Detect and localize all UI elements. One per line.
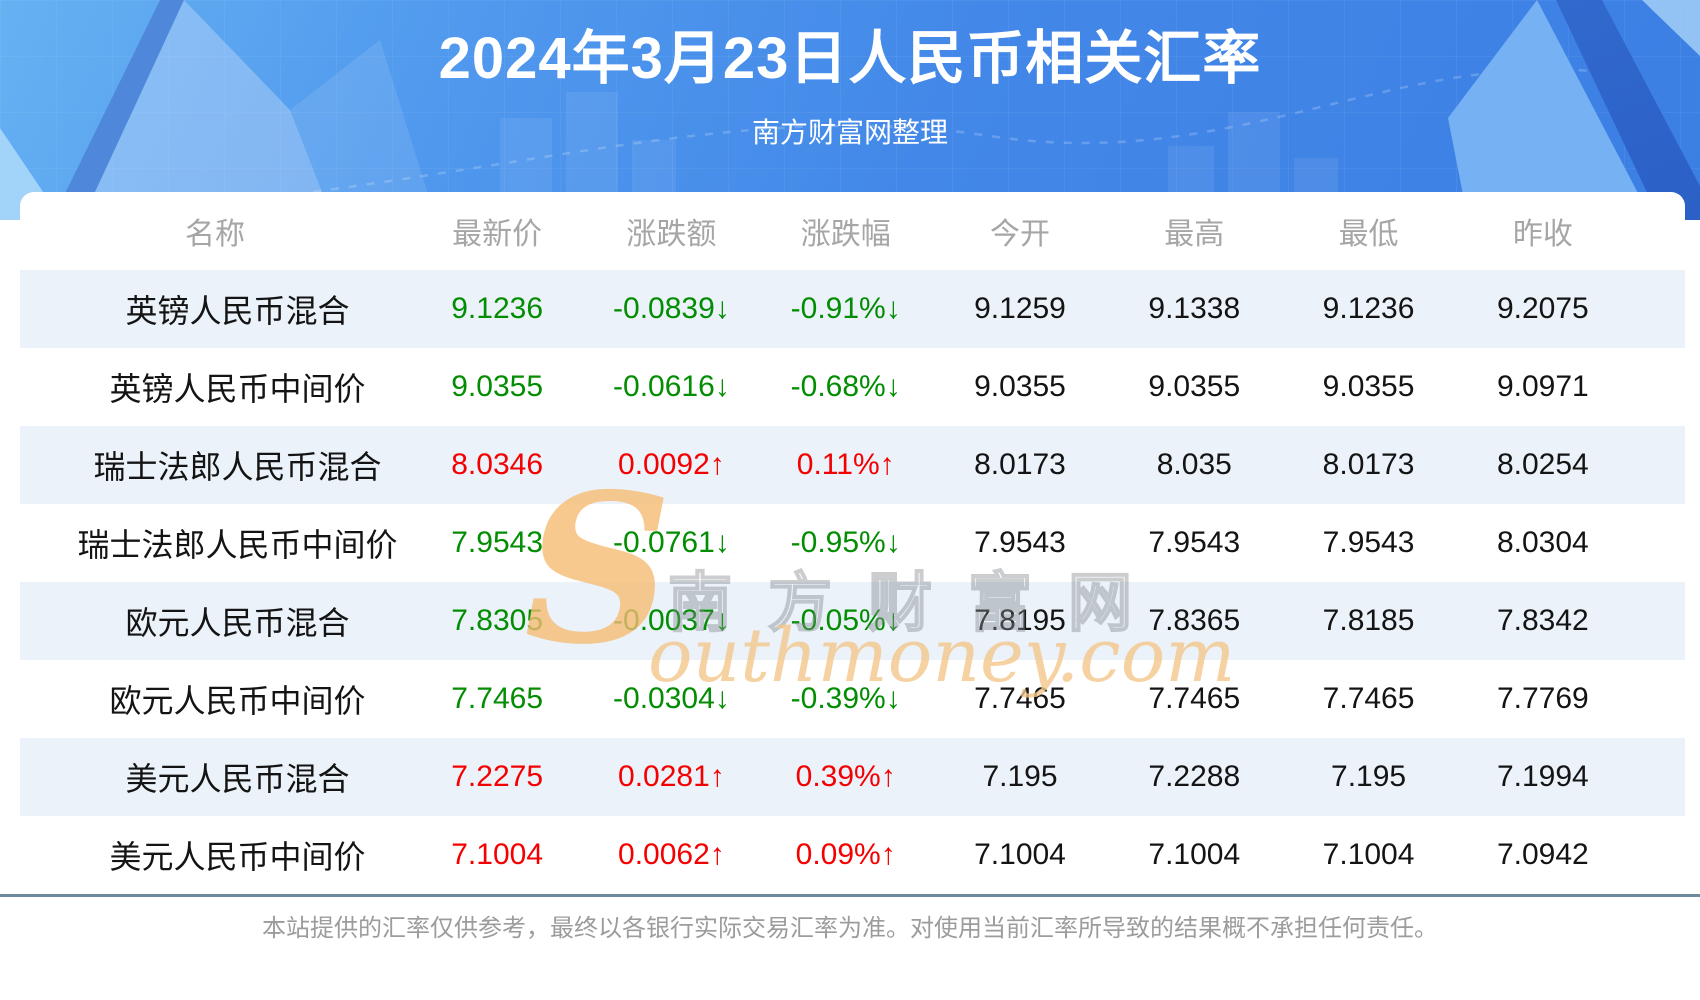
cell-name: 欧元人民币混合: [125, 605, 350, 641]
column-header-5: 今开: [989, 218, 1050, 251]
cell-change-pct: -0.91%↓: [790, 292, 901, 325]
table-row: 欧元人民币中间价 7.7465 -0.0304↓ -0.39%↓ 7.7465 7.746…: [20, 660, 1685, 738]
cell-open: 7.9543: [974, 526, 1066, 559]
cell-high: 9.1338: [1148, 292, 1241, 325]
cell-prev-close: 9.2075: [1496, 292, 1589, 325]
cell-high: 7.8365: [1148, 604, 1241, 637]
cell-open: 7.1004: [974, 838, 1066, 871]
cell-name: 欧元人民币中间价: [109, 683, 366, 719]
cell-latest: 8.0346: [451, 448, 544, 481]
cell-change: -0.0839↓: [613, 292, 730, 325]
cell-open: 7.195: [982, 760, 1058, 793]
cell-high: 8.035: [1156, 448, 1232, 481]
cell-low: 7.1004: [1322, 838, 1415, 871]
cell-change-pct: -0.95%↓: [790, 526, 901, 559]
cell-prev-close: 7.8342: [1496, 604, 1589, 637]
cell-latest: 7.1004: [451, 838, 544, 871]
cell-name: 瑞士法郎人民币中间价: [77, 527, 398, 563]
cell-low: 7.7465: [1322, 682, 1415, 715]
cell-latest: 9.1236: [451, 292, 544, 325]
column-header-2: 最新价: [452, 218, 543, 251]
cell-open: 7.7465: [974, 682, 1066, 715]
cell-change: 0.0062↑: [618, 838, 725, 871]
column-header-3: 涨跌额: [626, 218, 717, 251]
cell-prev-close: 8.0254: [1496, 448, 1589, 481]
cell-change: -0.0037↓: [613, 604, 730, 637]
table-row: 瑞士法郎人民币中间价 7.9543 -0.0761↓ -0.95%↓ 7.9543 7.9…: [20, 504, 1685, 582]
cell-low: 8.0173: [1322, 448, 1415, 481]
table-row: 美元人民币混合 7.2275 0.0281↑ 0.39%↑ 7.195 7.2288 7.1…: [20, 738, 1685, 816]
cell-prev-close: 7.0942: [1496, 838, 1589, 871]
cell-change-pct: 0.39%↑: [795, 760, 896, 793]
page-title: 2024年3月23日人民币相关汇率: [438, 26, 1262, 91]
cell-latest: 7.2275: [451, 760, 544, 793]
cell-name: 英镑人民币中间价: [109, 371, 366, 407]
cell-low: 7.9543: [1322, 526, 1415, 559]
cell-change-pct: 0.09%↑: [795, 838, 896, 871]
cell-low: 9.0355: [1322, 370, 1415, 403]
cell-high: 7.1004: [1148, 838, 1241, 871]
cell-name: 美元人民币中间价: [109, 839, 366, 875]
dashed-trend-line: [169, 68, 1621, 210]
cell-change-pct: 0.11%↑: [796, 448, 895, 481]
table-header-row: 名称 最新价 涨跌额 涨跌幅 今开 最高 最低 昨收: [20, 192, 1685, 270]
hero-banner: 2024年3月23日人民币相关汇率 南方财富网整理: [0, 0, 1700, 220]
cell-prev-close: 7.7769: [1496, 682, 1589, 715]
column-header-4: 涨跌幅: [800, 218, 891, 251]
cell-high: 7.2288: [1148, 760, 1241, 793]
cell-change: 0.0281↑: [618, 760, 725, 793]
cell-low: 7.8185: [1322, 604, 1415, 637]
cell-latest: 7.8305: [451, 604, 544, 637]
cell-change-pct: -0.05%↓: [790, 604, 901, 637]
cell-high: 7.9543: [1148, 526, 1241, 559]
cell-low: 7.195: [1331, 760, 1407, 793]
column-header-1: 名称: [185, 218, 245, 251]
table-row: 英镑人民币混合 9.1236 -0.0839↓ -0.91%↓ 9.1259 9.1338…: [20, 270, 1685, 348]
cell-change: -0.0761↓: [613, 526, 730, 559]
table-row: 英镑人民币中间价 9.0355 -0.0616↓ -0.68%↓ 9.0355 9.035…: [20, 348, 1685, 426]
cell-high: 9.0355: [1148, 370, 1241, 403]
column-header-8: 昨收: [1512, 218, 1573, 251]
cell-name: 美元人民币混合: [125, 761, 350, 797]
cell-latest: 9.0355: [451, 370, 544, 403]
grid-pattern: [0, 0, 1700, 220]
cell-name: 英镑人民币混合: [125, 293, 350, 329]
cell-latest: 7.7465: [451, 682, 544, 715]
cell-prev-close: 7.1994: [1496, 760, 1589, 793]
cell-change-pct: -0.68%↓: [790, 370, 901, 403]
cell-latest: 7.9543: [451, 526, 544, 559]
cell-change: -0.0616↓: [613, 370, 730, 403]
cell-open: 9.0355: [974, 370, 1066, 403]
cell-name: 瑞士法郎人民币混合: [93, 449, 382, 485]
footer-divider: [0, 894, 1700, 897]
cell-change-pct: -0.39%↓: [790, 682, 901, 715]
cell-open: 8.0173: [974, 448, 1066, 481]
table-row: 欧元人民币混合 7.8305 -0.0037↓ -0.05%↓ 7.8195 7.8365…: [20, 582, 1685, 660]
disclaimer-text: 本站提供的汇率仅供参考，最终以各银行实际交易汇率为准。对使用当前汇率所导致的结果…: [262, 915, 1438, 942]
cell-change: -0.0304↓: [613, 682, 730, 715]
table-row: 美元人民币中间价 7.1004 0.0062↑ 0.09%↑ 7.1004 7.1004 7…: [20, 816, 1685, 894]
cell-open: 7.8195: [974, 604, 1066, 637]
table-body: 英镑人民币混合 9.1236 -0.0839↓ -0.91%↓ 9.1259 9.1338…: [20, 270, 1685, 894]
page-subtitle: 南方财富网整理: [751, 117, 948, 148]
cell-change: 0.0092↑: [618, 448, 725, 481]
column-header-7: 最低: [1338, 218, 1399, 251]
column-header-6: 最高: [1164, 218, 1225, 251]
cell-prev-close: 9.0971: [1496, 370, 1589, 403]
table-row: 瑞士法郎人民币混合 8.0346 0.0092↑ 0.11%↑ 8.0173 8.035 8…: [20, 426, 1685, 504]
cell-prev-close: 8.0304: [1496, 526, 1589, 559]
rates-table-card: 名称 最新价 涨跌额 涨跌幅 今开 最高 最低 昨收 英镑人民币混合 9.1236 -0.0839…: [20, 192, 1685, 894]
cell-low: 9.1236: [1322, 292, 1415, 325]
cell-open: 9.1259: [974, 292, 1066, 325]
cell-high: 7.7465: [1148, 682, 1241, 715]
